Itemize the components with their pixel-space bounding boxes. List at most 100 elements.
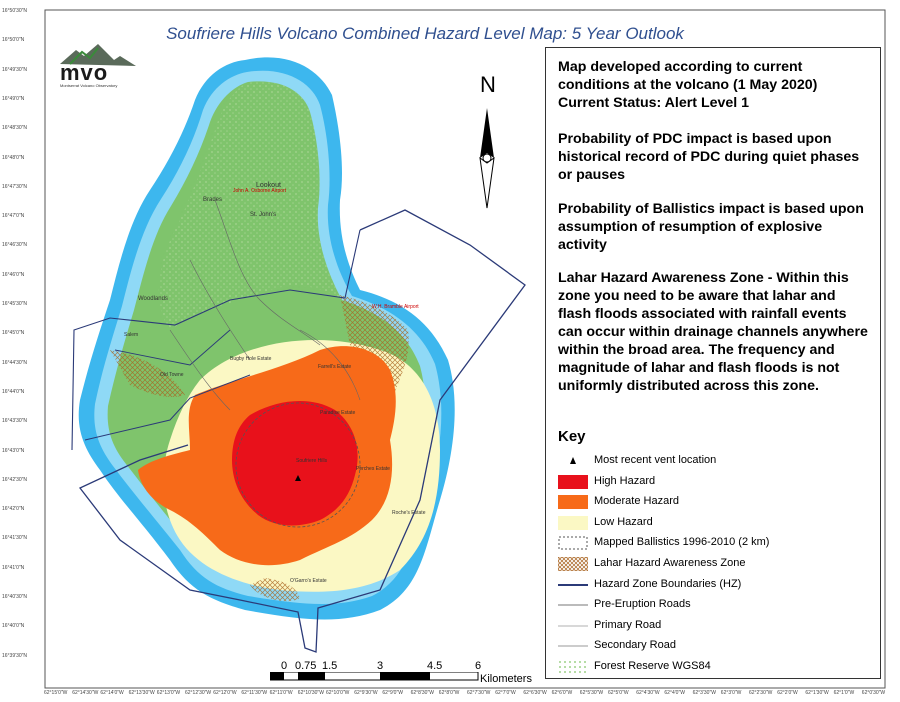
latitude-label: 16°49'30"N	[2, 66, 28, 73]
place-label: John A. Osborne Airport	[233, 188, 287, 194]
key-label: High Hazard	[594, 474, 656, 487]
longitude-label: 62°14'0"W	[100, 690, 124, 696]
key-item: High Hazard	[558, 474, 868, 490]
key-item: Secondary Road	[558, 638, 868, 654]
key-item: Pre-Eruption Roads	[558, 597, 868, 613]
place-label: Bugby Hole Estate	[230, 356, 272, 362]
place-label: O'Garro's Estate	[290, 578, 327, 584]
scale-bar-graphic	[270, 672, 479, 681]
place-label: St. John's	[250, 212, 277, 218]
latitude-label: 16°47'30"N	[2, 183, 28, 190]
map-title: Soufriere Hills Volcano Combined Hazard …	[166, 24, 684, 43]
lahar-zone	[110, 295, 409, 602]
key-label: Pre-Eruption Roads	[594, 598, 691, 611]
latitude-label: 16°41'0"N	[2, 564, 25, 571]
longitude-label: 62°13'0"W	[156, 690, 181, 696]
longitude-label: 62°10'30"W	[297, 690, 324, 696]
vent-marker	[295, 475, 301, 481]
longitude-label: 62°9'30"W	[354, 690, 378, 696]
line-swatch	[558, 619, 588, 633]
longitude-label: 62°9'0"W	[382, 690, 403, 696]
key-title: Key	[558, 428, 586, 445]
longitude-label: 62°5'30"W	[579, 690, 604, 696]
scale-tick-label: 6	[475, 660, 482, 672]
longitude-label: 62°2'30"W	[749, 690, 773, 696]
info-panel: Map developed according to current condi…	[545, 47, 881, 679]
key-item: Mapped Ballistics 1996-2010 (2 km)	[558, 535, 868, 551]
key-item: Forest Reserve WGS84	[558, 659, 868, 675]
longitude-label: 62°7'30"W	[467, 690, 491, 696]
key-label: Most recent vent location	[594, 454, 717, 466]
longitude-label: 62°15'0"W	[44, 690, 68, 696]
longitude-label: 62°1'30"W	[805, 690, 829, 696]
key-label: Low Hazard	[594, 515, 653, 528]
latitude-label: 16°50'0"N	[2, 37, 25, 44]
key-label: Primary Road	[594, 618, 662, 631]
latitude-label: 16°46'30"N	[2, 242, 28, 249]
latitude-label: 16°50'30"N	[2, 8, 28, 14]
place-label: Lookout	[256, 182, 281, 189]
key-label: Hazard Zone Boundaries (HZ)	[594, 577, 742, 590]
key-label: Mapped Ballistics 1996-2010 (2 km)	[594, 536, 770, 549]
longitude-label: 62°8'0"W	[438, 690, 460, 696]
north-arrow-icon	[479, 108, 495, 209]
longitude-label: 62°4'30"W	[636, 690, 660, 696]
longitude-label: 62°2'0"W	[777, 690, 798, 696]
mvo-logo-icon	[60, 44, 136, 66]
line-swatch	[558, 578, 588, 592]
dashed-circle-icon	[558, 536, 588, 550]
north-label: N	[480, 72, 496, 97]
latitude-label: 16°47'0"N	[2, 213, 25, 220]
key-label: Secondary Road	[594, 639, 676, 652]
logo-subtitle: Montserrat Volcano Observatory	[60, 83, 118, 88]
line-swatch	[558, 639, 588, 653]
key-item: Moderate Hazard	[558, 494, 868, 510]
latitude-label: 16°48'30"N	[2, 125, 28, 132]
latitude-label: 16°42'30"N	[2, 476, 28, 483]
latitude-label: 16°46'0"N	[2, 271, 25, 278]
scale-unit: Kilometers	[480, 673, 532, 685]
color-swatch	[558, 515, 588, 530]
place-label: Paradise Estate	[320, 410, 356, 416]
scale-tick-label: 0	[281, 660, 288, 672]
latitude-label: 16°40'0"N	[2, 623, 25, 630]
key-item: Hazard Zone Boundaries (HZ)	[558, 577, 868, 593]
hazard-zone-boundary	[78, 209, 526, 653]
place-label: W.H. Bramble Airport	[372, 304, 419, 310]
place-label: Soufriere Hills	[296, 458, 328, 464]
longitude-label: 62°11'30"W	[241, 690, 268, 696]
place-label: Woodlands	[138, 296, 168, 302]
scale-tick-label: 1.5	[322, 660, 338, 672]
place-label: Roche's Estate	[392, 510, 426, 516]
latitude-label: 16°44'0"N	[2, 388, 25, 395]
color-swatch	[558, 474, 588, 489]
latitude-label: 16°42'0"N	[2, 506, 25, 513]
scale-bar: 0 0.75 1.5 3 4.5 6 Kilometers	[270, 660, 550, 690]
road-network	[169, 199, 361, 411]
key-item: Primary Road	[558, 618, 868, 634]
longitude-label: 62°6'0"W	[551, 690, 573, 696]
longitude-label: 62°3'30"W	[692, 690, 716, 696]
place-label: Perches Estate	[356, 466, 390, 472]
longitude-label: 62°14'30"W	[72, 690, 99, 696]
key-item: Low Hazard	[558, 515, 868, 531]
longitude-label: 62°4'0"W	[664, 690, 685, 696]
ballistics-circle	[235, 402, 361, 528]
longitude-label: 62°3'0"W	[720, 690, 742, 696]
crosshatch-icon	[557, 556, 589, 572]
forest-pattern-icon	[558, 660, 588, 674]
longitude-label: 62°1'0"W	[833, 690, 855, 696]
longitude-label: 62°6'30"W	[523, 690, 547, 696]
info-lahar: Lahar Hazard Awareness Zone - Within thi…	[558, 270, 868, 394]
longitude-label: 62°5'0"W	[608, 690, 629, 696]
place-label: Salem	[124, 332, 139, 338]
longitude-label: 62°11'0"W	[269, 690, 293, 696]
key-item: Most recent vent location	[558, 453, 868, 469]
color-swatch	[558, 495, 588, 510]
info-conditions: Map developed according to current condi…	[558, 59, 818, 111]
latitude-label: 16°48'0"N	[2, 154, 25, 161]
info-pdc: Probability of PDC impact is based upon …	[558, 131, 860, 183]
line-swatch	[558, 598, 588, 612]
logo-text: mvo	[60, 60, 109, 85]
scale-tick-label: 3	[377, 660, 384, 672]
